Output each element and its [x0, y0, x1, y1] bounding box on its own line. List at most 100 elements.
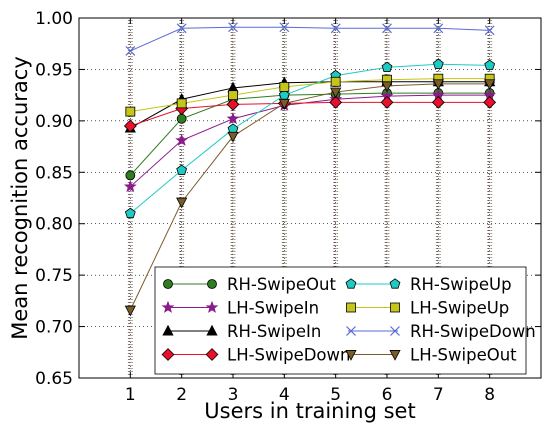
series-line [129, 83, 490, 311]
legend-marker [346, 326, 356, 336]
y-tick-label: 1.00 [35, 9, 73, 29]
series-rh-swipeup [124, 58, 496, 219]
data-point [433, 23, 444, 34]
data-point [227, 131, 239, 143]
data-point [176, 197, 188, 209]
data-point [228, 22, 238, 33]
legend-label: RH-SwipeDown [410, 322, 536, 341]
legend-label: LH-SwipeOut [410, 346, 517, 365]
x-tick-label: 5 [330, 385, 341, 405]
series-line [130, 26, 490, 52]
x-marker-stroke [484, 25, 495, 36]
x-marker-stroke [228, 22, 238, 33]
legend: RH-SwipeOut LH-SwipeIn RH-SwipeIn LH-SwipeD… [154, 266, 536, 375]
data-point [175, 133, 189, 146]
tick-layer: 0.65 0.70 0.75 0.80 0.85 0.90 0.95 1.00 1 2 3 4 5 6 7 8 [35, 9, 541, 405]
series-lh-swipedown [123, 95, 497, 133]
data-point [228, 90, 238, 101]
legend-label: LH-SwipeUp [410, 299, 509, 318]
data-point [484, 79, 496, 91]
data-point [382, 23, 392, 34]
x-marker-stroke [176, 23, 187, 34]
y-tick-label: 0.85 [35, 163, 73, 183]
legend-marker [163, 279, 173, 289]
legend-marker [207, 279, 217, 289]
data-point [484, 25, 495, 36]
legend-marker [205, 348, 219, 361]
data-point [124, 305, 136, 317]
x-marker-stroke [346, 326, 356, 336]
data-point [329, 95, 343, 109]
data-point [330, 87, 342, 99]
x-tick-label: 1 [125, 385, 136, 405]
x-tick-label: 3 [228, 385, 239, 405]
data-point [123, 119, 137, 133]
legend-label: LH-SwipeIn [227, 299, 319, 318]
data-point [226, 112, 240, 125]
x-marker-stroke [390, 326, 400, 336]
y-axis-title: Mean recognition accuracy [8, 56, 32, 340]
data-point [330, 76, 341, 87]
data-point [432, 79, 444, 91]
data-point [125, 106, 136, 117]
legend-marker [390, 326, 400, 336]
data-point [330, 23, 341, 34]
x-marker-stroke [125, 45, 136, 56]
data-point [381, 61, 393, 72]
legend-marker [389, 350, 401, 361]
series-line [129, 94, 490, 188]
series-line [130, 63, 490, 214]
legend-marker [161, 300, 175, 313]
data-point [432, 58, 444, 69]
y-tick-label: 0.70 [35, 318, 73, 338]
x-marker-stroke [330, 23, 341, 34]
legend-label: RH-SwipeOut [227, 275, 336, 294]
legend-marker [390, 302, 400, 313]
legend-marker [346, 302, 356, 313]
series-line [130, 101, 490, 127]
data-point [125, 170, 136, 181]
series-rh-swipedown [125, 22, 495, 56]
x-marker-stroke [279, 22, 290, 33]
x-tick-label: 4 [279, 385, 290, 405]
legend-label: LH-SwipeDown [227, 346, 350, 365]
legend-box [154, 266, 527, 375]
legend-marker [345, 350, 357, 361]
legend-label: RH-SwipeIn [227, 322, 321, 341]
x-axis-title: Users in training set [204, 399, 415, 423]
legend-marker [162, 324, 174, 336]
data-point [176, 98, 187, 109]
x-tick-label: 7 [433, 385, 444, 405]
y-tick-label: 0.80 [35, 215, 73, 235]
data-point [226, 97, 240, 111]
legend-marker [161, 348, 175, 361]
legend-label: RH-SwipeUp [410, 275, 512, 294]
x-tick-label: 8 [484, 385, 495, 405]
data-point [431, 95, 445, 109]
legend-marker [206, 324, 218, 336]
data-point [278, 98, 290, 110]
data-point [484, 59, 496, 70]
data-point [125, 45, 136, 56]
data-point [381, 81, 393, 93]
data-point [176, 23, 187, 34]
data-point [483, 95, 497, 109]
data-point [176, 113, 187, 124]
data-point [123, 179, 137, 193]
series-line [129, 92, 490, 176]
legend-marker [205, 300, 219, 313]
x-tick-label: 6 [382, 385, 393, 405]
plot-frame [78, 17, 542, 379]
legend-marker [345, 278, 357, 289]
data-point [124, 207, 136, 219]
data-point [176, 164, 188, 175]
y-tick-label: 0.95 [35, 60, 73, 80]
data-point [279, 22, 290, 33]
series-line [130, 81, 490, 129]
legend-marker [389, 278, 401, 289]
y-tick-label: 0.75 [35, 266, 73, 286]
y-tick-label: 0.90 [35, 112, 73, 132]
data-point [380, 95, 394, 109]
